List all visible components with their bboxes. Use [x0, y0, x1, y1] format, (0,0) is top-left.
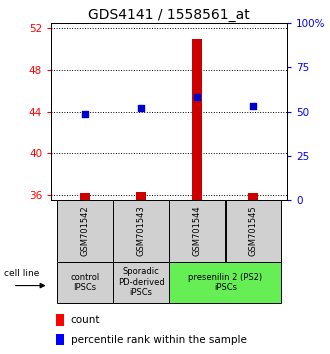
Bar	[113, 262, 169, 303]
Bar	[136, 192, 146, 200]
Point	[251, 103, 256, 109]
Text: percentile rank within the sample: percentile rank within the sample	[71, 335, 247, 344]
Bar	[57, 200, 113, 262]
Bar	[56, 334, 64, 346]
Point	[82, 111, 87, 116]
Text: GSM701542: GSM701542	[81, 206, 89, 256]
Text: GSM701544: GSM701544	[193, 206, 202, 256]
Title: GDS4141 / 1558561_at: GDS4141 / 1558561_at	[88, 8, 250, 22]
Bar	[80, 193, 90, 200]
Point	[138, 105, 144, 111]
Bar	[226, 200, 281, 262]
Bar	[57, 262, 113, 303]
Text: control
IPSCs: control IPSCs	[70, 273, 99, 292]
Text: count: count	[71, 315, 100, 325]
Bar	[169, 262, 281, 303]
Text: cell line: cell line	[4, 269, 40, 278]
Text: Sporadic
PD-derived
iPSCs: Sporadic PD-derived iPSCs	[118, 267, 164, 297]
Bar	[248, 193, 258, 200]
Bar	[169, 200, 225, 262]
Text: presenilin 2 (PS2)
iPSCs: presenilin 2 (PS2) iPSCs	[188, 273, 262, 292]
Text: GSM701545: GSM701545	[249, 206, 258, 256]
Point	[195, 94, 200, 100]
Bar	[113, 200, 169, 262]
Bar	[192, 39, 202, 200]
Bar	[56, 314, 64, 326]
Text: GSM701543: GSM701543	[137, 206, 146, 256]
